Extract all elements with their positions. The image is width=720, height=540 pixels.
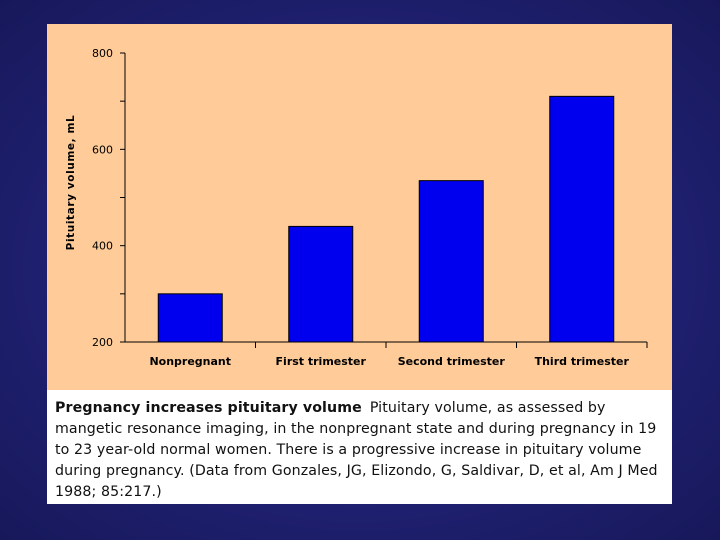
bar-third-trimester: [549, 95, 615, 343]
caption-body: Pituitary volume, as assessed by mangeti…: [55, 400, 658, 500]
caption-title: Pregnancy increases pituitary volume: [55, 400, 362, 416]
y-tick-label: 600: [92, 143, 113, 156]
x-tick-label: Nonpregnant: [149, 355, 231, 368]
figure-caption: Pregnancy increases pituitary volume Pitu…: [55, 398, 667, 503]
bar-nonpregnant: [157, 293, 223, 343]
bar-first-trimester: [288, 225, 354, 343]
x-tick-label: Second trimester: [398, 355, 506, 368]
labels: 200 400 600 800 Pituitary volume, mL Nonpregn…: [65, 47, 629, 368]
x-tick-label: Third trimester: [535, 355, 630, 368]
y-tick-label: 200: [92, 336, 113, 349]
x-tick-label: First trimester: [276, 355, 367, 368]
bar-second-trimester: [418, 180, 484, 343]
y-axis-label: Pituitary volume, mL: [65, 115, 77, 251]
slide: 200 400 600 800 Pituitary volume, mL Nonpregn…: [47, 24, 672, 504]
y-tick-label: 800: [92, 47, 113, 60]
y-tick-label: 400: [92, 240, 113, 253]
chart-panel: 200 400 600 800 Pituitary volume, mL Nonpregn…: [47, 24, 672, 390]
bar-chart: 200 400 600 800 Pituitary volume, mL Nonpregn…: [65, 47, 648, 368]
caption-panel: Pregnancy increases pituitary volume Pitu…: [47, 390, 672, 504]
bars: [157, 95, 615, 343]
